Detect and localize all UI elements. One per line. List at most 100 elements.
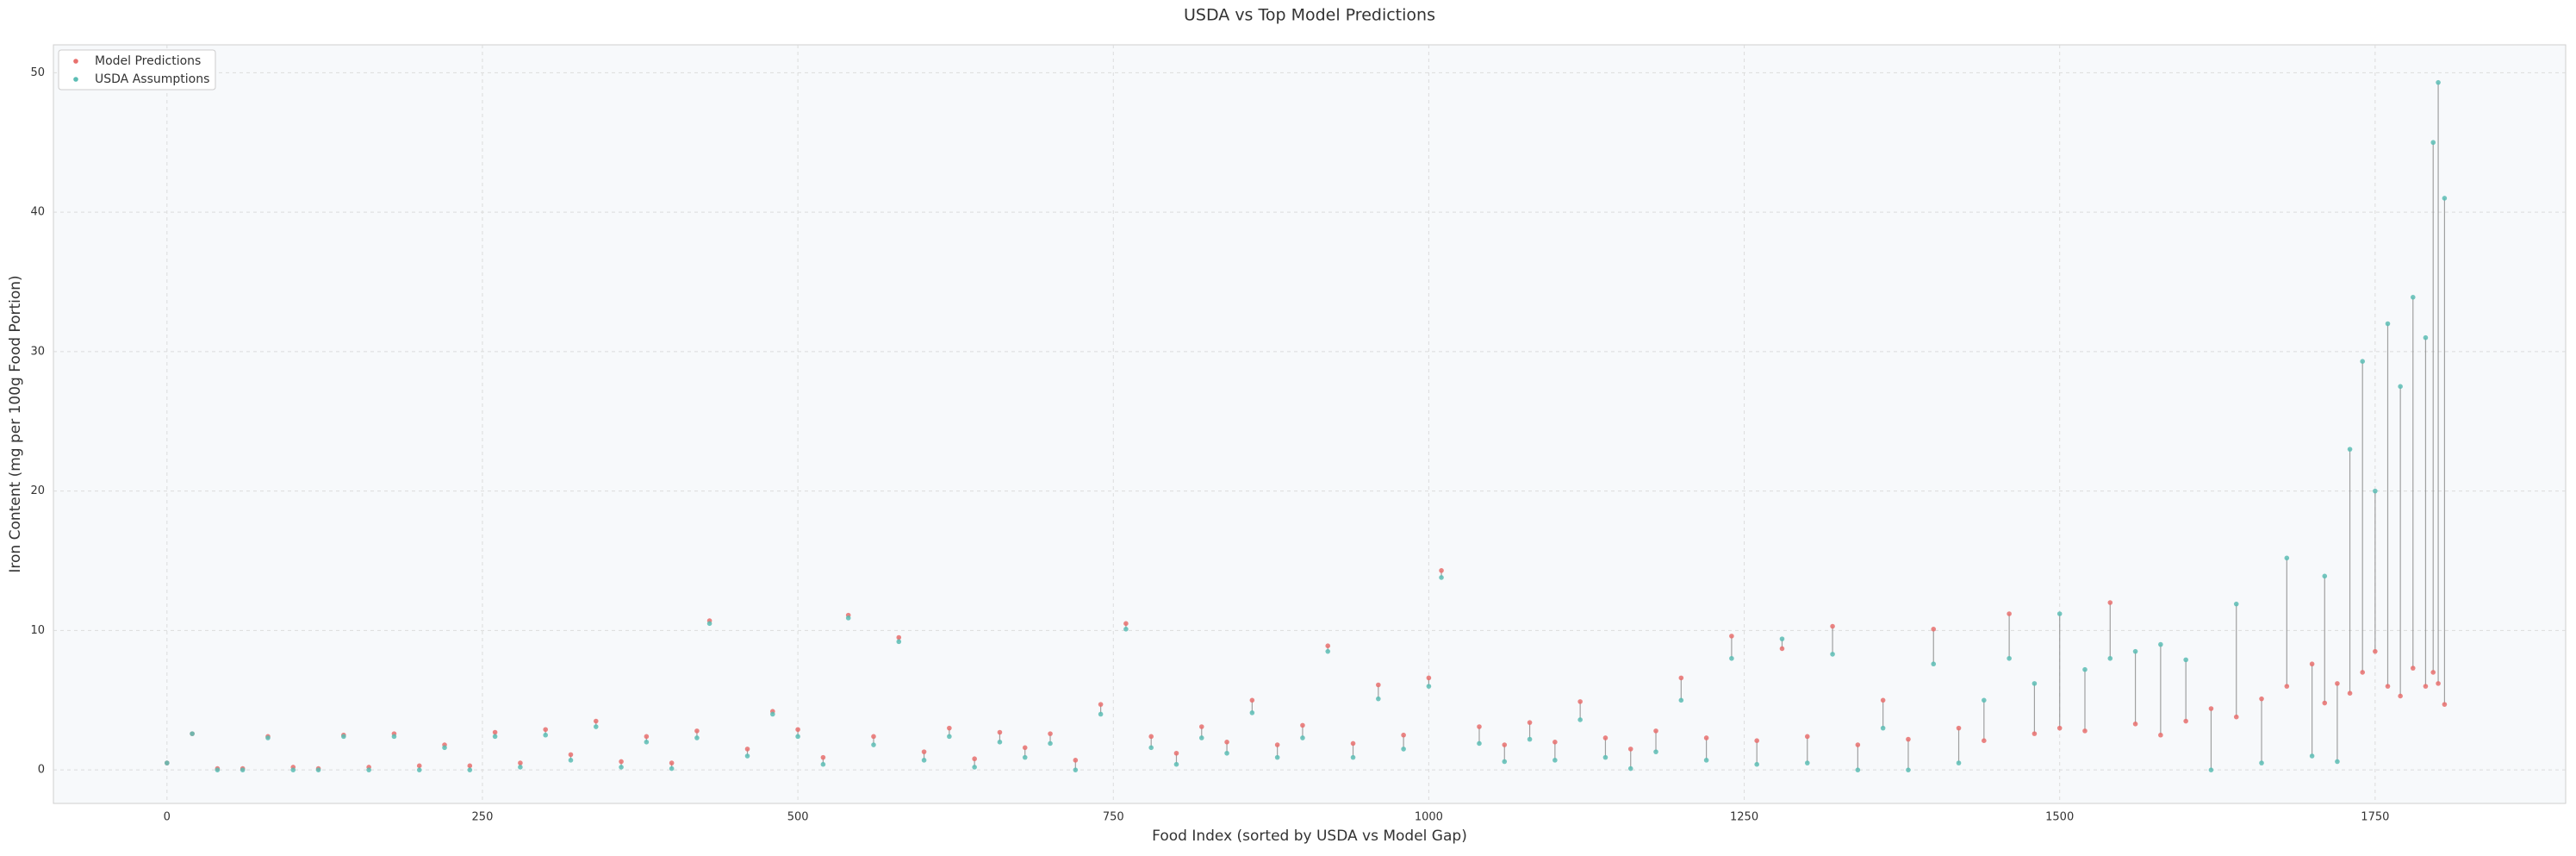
point (1048, 740, 1053, 747)
point (2284, 684, 2290, 689)
legend-label: USDA Assumptions (95, 72, 209, 86)
point (1477, 740, 1482, 747)
point (1300, 722, 1305, 728)
point (706, 621, 712, 627)
point (1325, 648, 1331, 654)
point (2436, 681, 2441, 686)
point (1653, 749, 1658, 754)
point (1224, 740, 1229, 745)
point (2442, 196, 2448, 201)
point (2032, 681, 2038, 686)
point (2082, 728, 2088, 734)
point (290, 767, 296, 772)
point (1249, 710, 1255, 715)
point (997, 729, 1003, 735)
point (845, 615, 851, 621)
point (1779, 646, 1785, 652)
legend: Model Predictions USDA Assumptions (58, 49, 216, 91)
point (896, 639, 902, 645)
point (1401, 732, 1406, 738)
point (871, 742, 876, 747)
point (2107, 655, 2113, 661)
point (190, 731, 195, 736)
point (1073, 758, 1079, 763)
point (1577, 717, 1583, 722)
x-tick-label: 1750 (2361, 811, 2389, 824)
point (1855, 742, 1861, 747)
point (391, 734, 397, 740)
point (1729, 634, 1734, 639)
point (2233, 714, 2239, 720)
x-tick-label: 1500 (2045, 811, 2074, 824)
point (1401, 747, 1406, 752)
point (1627, 765, 1633, 772)
point (2007, 655, 2012, 661)
point (619, 759, 624, 765)
point (795, 734, 800, 740)
x-tick-label: 500 (787, 811, 809, 824)
point (1098, 702, 1104, 707)
point (593, 718, 599, 724)
point (1325, 643, 1331, 649)
point (492, 729, 498, 735)
point (669, 760, 675, 765)
point (1274, 754, 1280, 760)
point (1906, 736, 1911, 742)
point (2360, 359, 2366, 365)
point (1880, 725, 1886, 731)
point (2233, 601, 2239, 607)
point (2398, 693, 2403, 699)
point (820, 754, 826, 760)
point (518, 760, 523, 765)
point (1653, 728, 1658, 734)
point (416, 767, 422, 772)
point (2347, 447, 2353, 452)
point (669, 765, 675, 772)
point (2430, 140, 2436, 146)
point (2259, 760, 2264, 765)
point (265, 735, 271, 740)
y-tick-label: 50 (30, 66, 45, 79)
point (215, 767, 221, 772)
point (1224, 750, 1229, 756)
point (1982, 697, 1987, 703)
x-tick-label: 250 (472, 811, 494, 824)
point (1502, 759, 1508, 765)
point (2430, 670, 2436, 675)
point (2259, 696, 2264, 702)
point (1477, 724, 1482, 729)
point (2158, 641, 2163, 647)
legend-marker (73, 59, 78, 64)
point (1198, 735, 1204, 740)
point (770, 711, 775, 717)
point (1073, 767, 1079, 772)
point (1198, 724, 1204, 729)
point (240, 767, 246, 772)
point (1274, 742, 1280, 747)
x-axis-label: Food Index (sorted by USDA vs Model Gap) (1152, 828, 1467, 845)
grid (53, 45, 2566, 803)
point (1779, 636, 1785, 641)
point (644, 740, 650, 745)
point (2423, 334, 2429, 341)
point (694, 728, 700, 734)
point (1552, 740, 1558, 745)
point (644, 734, 650, 740)
point (2410, 294, 2416, 300)
y-tick-label: 0 (38, 764, 45, 777)
point (1830, 652, 1835, 657)
point (1956, 725, 1962, 731)
point (1300, 735, 1305, 740)
y-tick-label: 40 (30, 206, 45, 219)
point (2398, 384, 2403, 390)
point (1804, 734, 1810, 740)
point (2322, 573, 2328, 579)
point (1956, 760, 1962, 765)
point (1022, 754, 1028, 760)
point (2132, 721, 2138, 727)
point (1754, 738, 1759, 744)
point (1729, 655, 1734, 661)
point (947, 734, 952, 740)
point (315, 767, 321, 772)
